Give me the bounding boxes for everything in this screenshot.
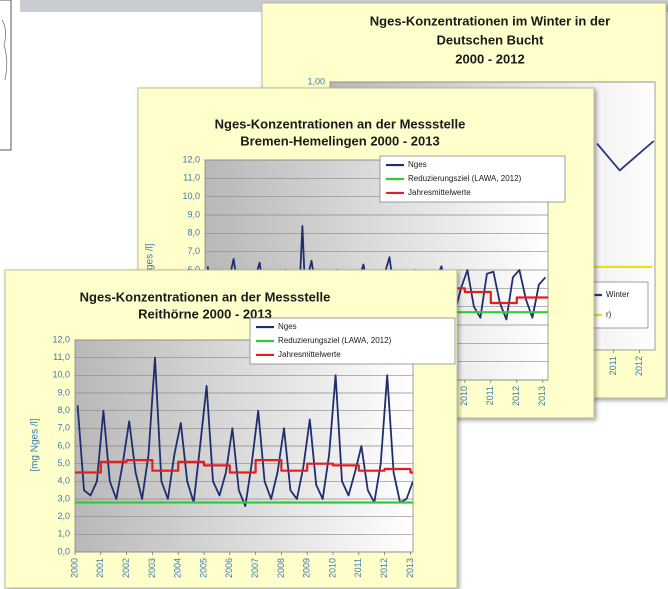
chart-title: Nges-Konzentrationen im Winter in der (370, 13, 610, 28)
x-tick-label: 2011 (608, 356, 618, 375)
x-tick-label: 2003 (147, 558, 157, 578)
y-tick-label: 9,0 (57, 387, 70, 397)
y-tick-label: 10,0 (182, 191, 200, 201)
x-tick-label: 2008 (276, 558, 286, 578)
chart-title: Nges-Konzentrationen an der Messstelle (215, 116, 466, 131)
legend-label: Reduzierungsziel (LAWA, 2012) (408, 174, 522, 183)
series-line (596, 140, 655, 172)
y-tick-label: 1,0 (57, 529, 70, 539)
y-tick-label: 3,0 (57, 493, 70, 503)
legend-label: Reduzierungsziel (LAWA, 2012) (278, 336, 392, 345)
y-tick-label: 12,0 (52, 334, 70, 344)
y-tick-label: 12,0 (182, 154, 200, 164)
x-tick-label: 2004 (173, 558, 183, 578)
x-tick-label: 2001 (95, 558, 105, 578)
y-tick-label: 1,00 (307, 76, 325, 86)
map-coast (1, 19, 8, 81)
legend-label: Jahresmittelwerte (408, 188, 471, 197)
x-tick-label: 2011 (485, 386, 495, 405)
series-line (76, 356, 413, 507)
y-tick-label: 11,0 (53, 352, 70, 362)
legend-label: Winter (606, 290, 629, 299)
chart-title: Nges-Konzentrationen an der Messstelle (80, 289, 331, 304)
legend-box (379, 155, 566, 203)
y-tick-label: 0,0 (57, 546, 70, 556)
chart-title: Deutschen Bucht (437, 32, 545, 47)
x-tick-label: 2005 (198, 558, 208, 578)
y-tick-label: 7,0 (187, 246, 200, 256)
chart-title: Bremen-Hemelingen 2000 - 2013 (240, 133, 439, 148)
y-tick-label: 6,0 (57, 440, 70, 450)
x-tick-label: 2000 (69, 558, 79, 578)
y-tick-label: 9,0 (187, 209, 200, 219)
chart-title: Reithörne 2000 - 2013 (138, 306, 272, 321)
legend-box (249, 317, 456, 365)
legend-label: Nges (278, 322, 297, 331)
chart-title: 2000 - 2012 (455, 51, 524, 66)
x-tick-label: 2011 (353, 558, 363, 577)
x-tick-label: 2013 (537, 386, 547, 406)
y-tick-label: 11,0 (183, 173, 200, 183)
x-tick-label: 2009 (302, 558, 312, 578)
x-tick-label: 2013 (405, 558, 415, 578)
x-tick-label: 2010 (327, 558, 337, 578)
y-axis-label: [mg Nges /l] (30, 418, 41, 472)
legend-label: r) (606, 310, 612, 319)
x-tick-label: 2006 (224, 558, 234, 578)
y-tick-label: 5,0 (57, 458, 70, 468)
y-tick-label: 8,0 (57, 405, 70, 415)
y-tick-label: 4,0 (57, 476, 70, 486)
x-tick-label: 2012 (511, 386, 521, 406)
x-tick-label: 2012 (634, 356, 644, 376)
y-tick-label: 6,0 (187, 264, 200, 274)
x-tick-label: 2010 (459, 386, 469, 406)
y-tick-label: 2,0 (57, 511, 70, 521)
x-tick-label: 2002 (121, 558, 131, 578)
series-line (75, 459, 413, 474)
chart-panel: Nges-Konzentrationen an der Messstelle Re… (4, 269, 458, 589)
x-tick-label: 2007 (250, 558, 260, 578)
y-tick-label: 10,0 (52, 370, 70, 380)
y-tick-label: 8,0 (187, 228, 200, 238)
legend-label: Jahresmittelwerte (278, 350, 341, 359)
legend-label: Nges (408, 160, 427, 169)
y-tick-label: 7,0 (57, 423, 70, 433)
x-tick-label: 2012 (379, 558, 389, 578)
